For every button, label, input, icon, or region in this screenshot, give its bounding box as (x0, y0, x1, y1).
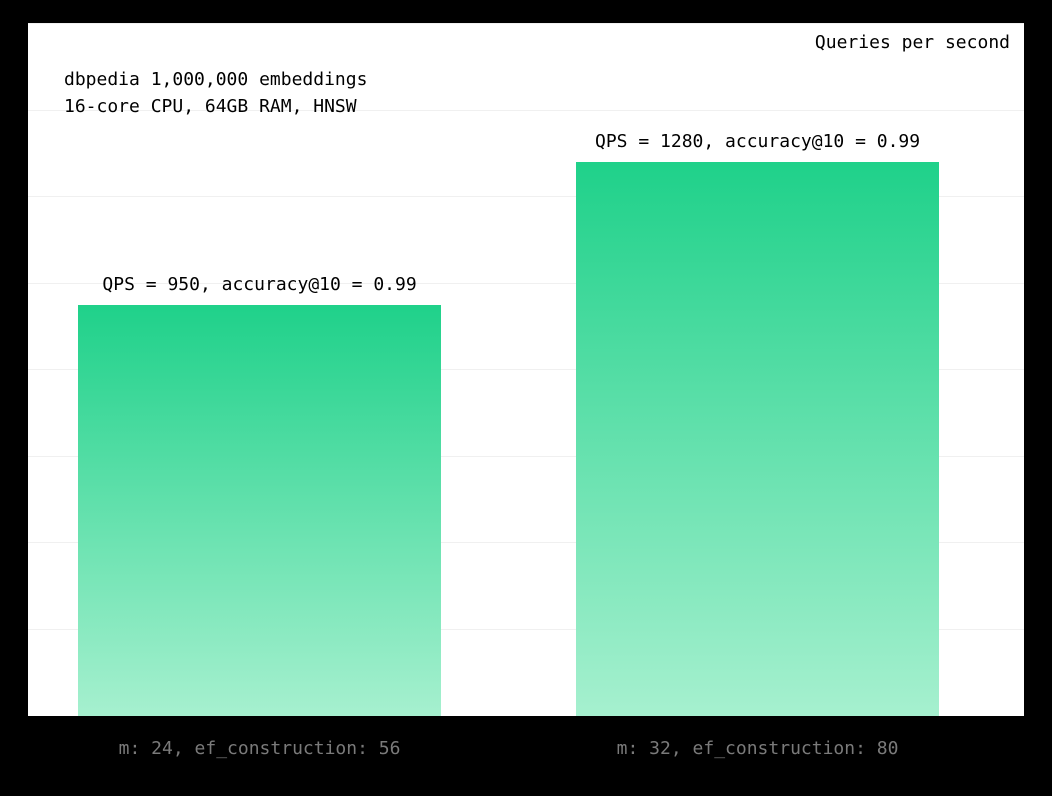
bar-value-label: QPS = 1280, accuracy@10 = 0.99 (576, 131, 940, 152)
chart-plot: Queries per second dbpedia 1,000,000 emb… (28, 24, 1024, 716)
chart-bar (78, 305, 442, 716)
chart-bars: QPS = 950, accuracy@10 = 0.99 QPS = 1280,… (28, 24, 1024, 716)
x-axis-label: m: 24, ef_construction: 56 (78, 738, 442, 759)
bar-value-label: QPS = 950, accuracy@10 = 0.99 (78, 274, 442, 295)
chart-bar (576, 162, 940, 716)
x-axis-label: m: 32, ef_construction: 80 (576, 738, 940, 759)
chart-plot-area: Queries per second dbpedia 1,000,000 emb… (28, 24, 1024, 716)
